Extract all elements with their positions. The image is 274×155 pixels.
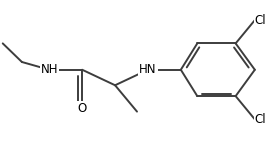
Text: Cl: Cl bbox=[255, 14, 266, 27]
Text: HN: HN bbox=[139, 63, 157, 76]
Text: Cl: Cl bbox=[255, 113, 266, 126]
Text: NH: NH bbox=[41, 63, 58, 76]
Text: O: O bbox=[78, 102, 87, 115]
